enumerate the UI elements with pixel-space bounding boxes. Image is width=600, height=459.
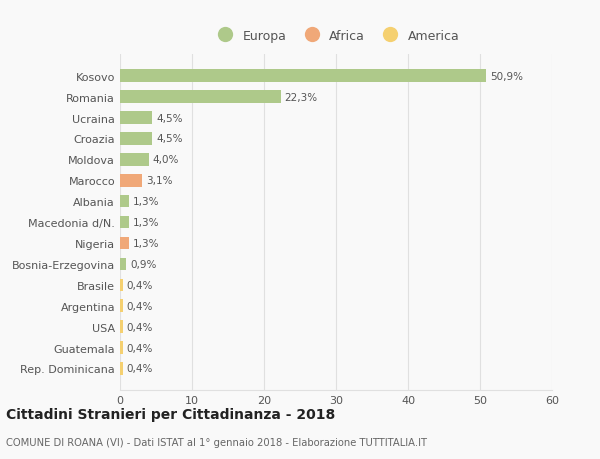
Bar [120, 70, 487, 83]
Bar [120, 154, 149, 166]
Text: 4,0%: 4,0% [152, 155, 179, 165]
Bar [120, 237, 130, 250]
Text: 4,5%: 4,5% [156, 134, 182, 144]
Bar [120, 300, 123, 312]
Text: COMUNE DI ROANA (VI) - Dati ISTAT al 1° gennaio 2018 - Elaborazione TUTTITALIA.I: COMUNE DI ROANA (VI) - Dati ISTAT al 1° … [6, 437, 427, 447]
Text: 1,3%: 1,3% [133, 197, 160, 207]
Bar [120, 196, 130, 208]
Text: 0,4%: 0,4% [127, 301, 153, 311]
Bar [120, 133, 152, 146]
Bar [120, 363, 123, 375]
Text: 3,1%: 3,1% [146, 176, 172, 186]
Text: 0,4%: 0,4% [127, 322, 153, 332]
Text: 1,3%: 1,3% [133, 218, 160, 228]
Bar [120, 112, 152, 124]
Bar [120, 258, 127, 271]
Bar [120, 216, 130, 229]
Bar [120, 279, 123, 291]
Bar [120, 174, 142, 187]
Bar [120, 91, 281, 104]
Bar [120, 341, 123, 354]
Text: 22,3%: 22,3% [284, 92, 317, 102]
Text: 1,3%: 1,3% [133, 239, 160, 248]
Text: 0,4%: 0,4% [127, 364, 153, 374]
Bar [120, 321, 123, 333]
Text: 0,4%: 0,4% [127, 280, 153, 290]
Text: 0,9%: 0,9% [130, 259, 157, 269]
Text: 4,5%: 4,5% [156, 113, 182, 123]
Text: 0,4%: 0,4% [127, 343, 153, 353]
Legend: Europa, Africa, America: Europa, Africa, America [208, 24, 464, 47]
Text: 50,9%: 50,9% [490, 72, 523, 82]
Text: Cittadini Stranieri per Cittadinanza - 2018: Cittadini Stranieri per Cittadinanza - 2… [6, 407, 335, 421]
